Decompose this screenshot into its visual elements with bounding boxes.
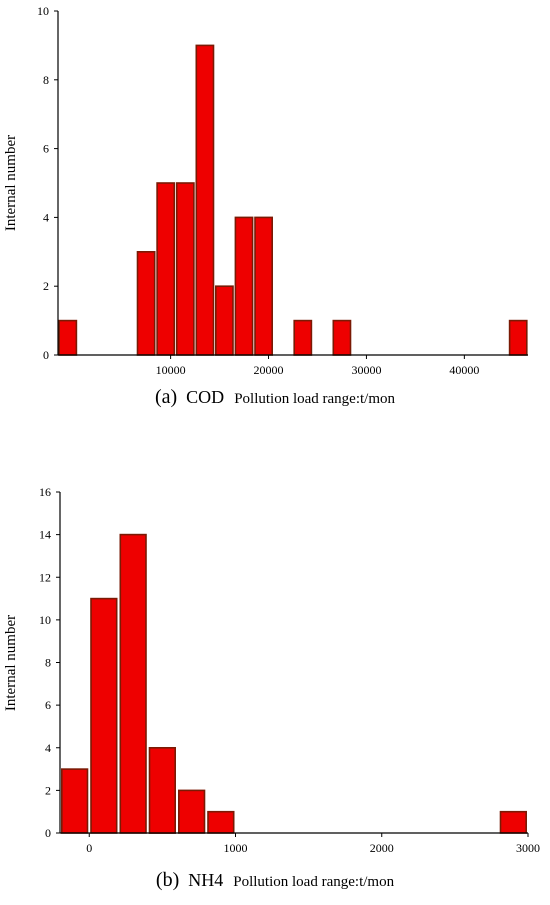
bar-b-4 (178, 789, 206, 834)
y-tick-label-b-5: 10 (39, 613, 51, 627)
y-tick-label-a-0: 0 (43, 348, 49, 362)
y-tick-label-a-4: 8 (43, 73, 49, 87)
bar-b-3 (148, 746, 177, 834)
x-tick-label-a-1: 20000 (254, 363, 284, 377)
bar-b-5 (207, 810, 235, 834)
y-tick-label-a-5: 10 (37, 4, 49, 18)
x-tick-label-b-1: 1000 (224, 841, 248, 855)
y-tick-label-b-7: 14 (39, 528, 51, 542)
y-tick-label-b-0: 0 (45, 826, 51, 840)
y-tick-label-b-8: 16 (39, 485, 51, 499)
x-tick-label-b-0: 0 (86, 841, 92, 855)
y-axis-label-b: Internal number (3, 615, 19, 711)
bar-a-6 (234, 216, 254, 356)
x-tick-label-a-0: 10000 (156, 363, 186, 377)
x-axis-label-b: Pollution load range:t/mon (233, 874, 395, 890)
y-tick-label-b-1: 2 (45, 783, 51, 797)
y-axis-label-a: Internal number (3, 135, 19, 231)
caption-b: (b) NH4 Pollution load range:t/mon (0, 869, 550, 892)
panel-label-b: (b) (155, 869, 180, 891)
bar-a-4 (195, 44, 215, 356)
bar-b-0 (60, 768, 89, 834)
series-label-b: NH4 (188, 870, 224, 890)
bar-a-0 (58, 319, 78, 356)
bar-b-1 (90, 597, 118, 834)
panel-label-a: (a) (154, 386, 178, 408)
x-tick-label-a-3: 40000 (449, 363, 479, 377)
series-label-a: COD (186, 387, 225, 407)
y-tick-label-a-3: 6 (43, 142, 49, 156)
bar-b-2 (119, 533, 147, 834)
bar-b-6 (499, 810, 528, 834)
y-tick-label-b-2: 4 (45, 741, 51, 755)
y-tick-label-b-6: 12 (39, 570, 51, 584)
bar-a-5 (215, 285, 234, 356)
y-tick-label-b-4: 8 (45, 656, 51, 670)
bar-a-10 (508, 319, 528, 356)
bar-a-9 (332, 319, 352, 356)
caption-a: (a) COD Pollution load range:t/mon (0, 386, 550, 409)
y-tick-label-a-2: 4 (43, 210, 49, 224)
x-tick-label-a-2: 30000 (351, 363, 381, 377)
bar-a-8 (293, 319, 313, 356)
x-tick-label-b-3: 3000 (516, 841, 540, 855)
bar-a-3 (175, 182, 195, 356)
y-tick-label-b-3: 6 (45, 698, 51, 712)
x-axis-label-a: Pollution load range:t/mon (234, 391, 396, 407)
y-tick-label-a-1: 2 (43, 279, 49, 293)
bar-a-7 (254, 216, 274, 356)
bar-a-1 (136, 251, 156, 356)
bar-a-2 (156, 182, 176, 356)
x-tick-label-b-2: 2000 (370, 841, 394, 855)
